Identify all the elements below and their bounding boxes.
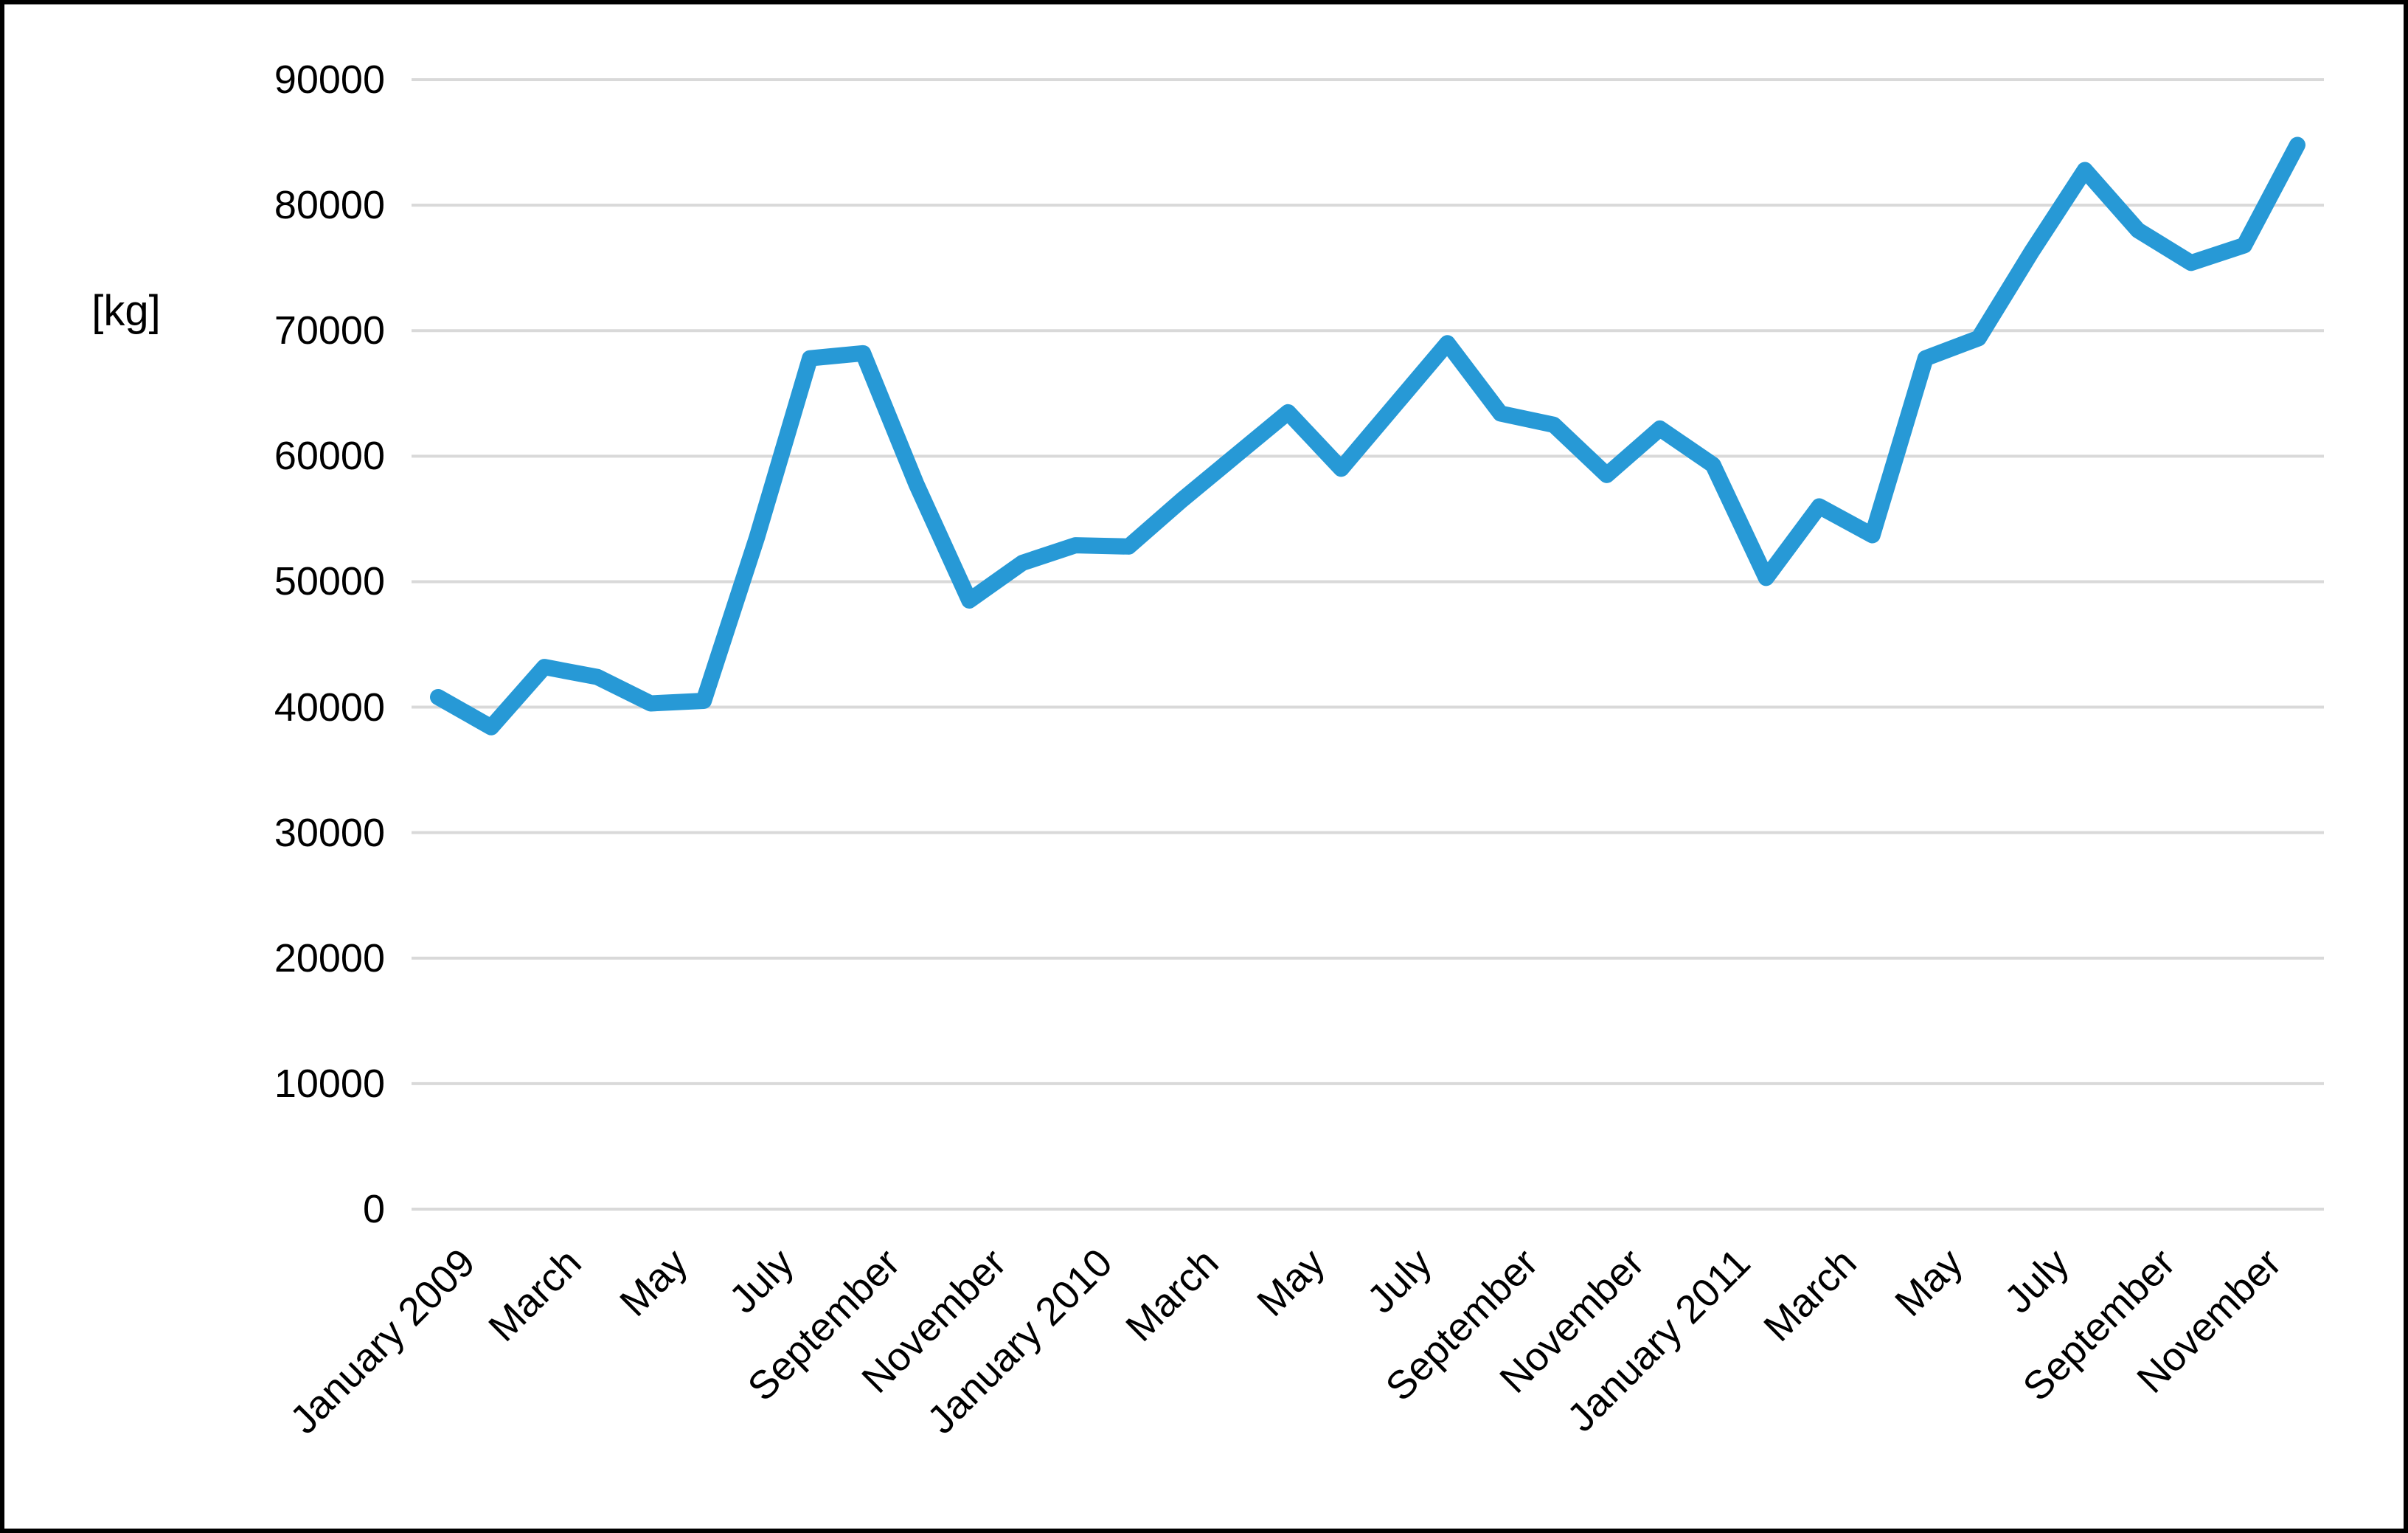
data-line-series	[430, 136, 2305, 736]
y-tick-label-90000: 90000	[274, 58, 385, 102]
y-axis-unit-label: [kg]	[91, 287, 161, 335]
line-chart-plot-area	[412, 78, 2324, 1211]
y-tick-label-50000: 50000	[274, 559, 385, 604]
y-tick-label-70000: 70000	[274, 308, 385, 353]
y-tick-label-20000: 20000	[274, 935, 385, 980]
y-tick-label-10000: 10000	[274, 1061, 385, 1106]
y-tick-label-0: 0	[362, 1187, 385, 1231]
y-tick-label-30000: 30000	[274, 810, 385, 855]
y-tick-label-40000: 40000	[274, 685, 385, 730]
y-tick-label-80000: 80000	[274, 183, 385, 228]
y-tick-label-60000: 60000	[274, 434, 385, 479]
